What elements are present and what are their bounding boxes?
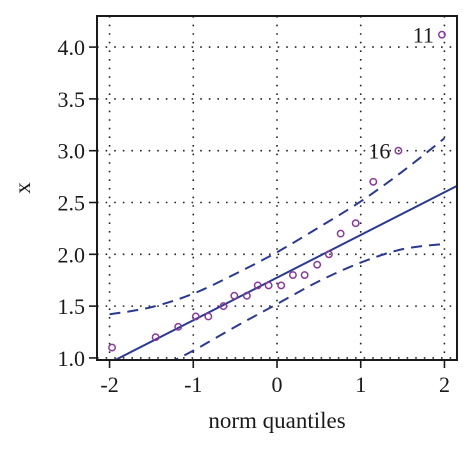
data-point: [437, 30, 446, 39]
y-tick-label: 2.5: [58, 191, 86, 216]
point-annotations: 11 16: [368, 23, 434, 164]
data-point: [230, 291, 239, 300]
x-axis-title: norm quantiles: [208, 408, 345, 433]
y-axis-title: x: [10, 182, 35, 194]
x-tick-label: -1: [184, 372, 202, 397]
reference-line: [113, 185, 457, 360]
data-point: [264, 281, 273, 290]
point-label-11: 11: [413, 23, 434, 48]
reference-line-group: [113, 185, 457, 360]
data-point: [351, 219, 360, 228]
data-point: [394, 146, 403, 155]
x-tick-label: 2: [439, 372, 450, 397]
data-point: [277, 281, 286, 290]
y-tick-label: 3.5: [58, 87, 86, 112]
confidence-band-lower: [172, 242, 445, 360]
point-label-16: 16: [368, 139, 390, 164]
data-point: [288, 271, 297, 279]
x-tick-label: 1: [355, 372, 366, 397]
data-point: [253, 281, 262, 290]
y-tick-label: 1.5: [58, 294, 86, 319]
y-tick-label: 3.0: [58, 139, 86, 164]
confidence-band: [109, 137, 446, 360]
data-point: [369, 177, 378, 186]
data-point: [242, 291, 251, 300]
x-tick-label: 0: [272, 372, 283, 397]
y-axis-ticks: 1.0 1.5 2.0 2.5 3.0 3.5 4.0: [58, 35, 97, 371]
confidence-band-upper: [109, 137, 446, 316]
x-tick-label: -2: [100, 372, 118, 397]
data-point: [174, 322, 183, 331]
data-point: [108, 343, 117, 352]
y-tick-label: 2.0: [58, 242, 86, 267]
data-point: [336, 229, 345, 238]
data-point: [219, 302, 228, 311]
data-point: [204, 312, 213, 321]
y-tick-label: 4.0: [58, 35, 86, 60]
data-point: [324, 250, 333, 259]
y-tick-label: 1.0: [58, 346, 86, 371]
data-point: [300, 271, 309, 279]
data-points: [108, 30, 446, 352]
data-point: [191, 312, 200, 321]
data-point: [151, 333, 160, 342]
x-axis-ticks: -2 -1 0 1 2: [100, 360, 450, 397]
data-point: [313, 260, 322, 269]
grid-lines: [97, 16, 457, 360]
